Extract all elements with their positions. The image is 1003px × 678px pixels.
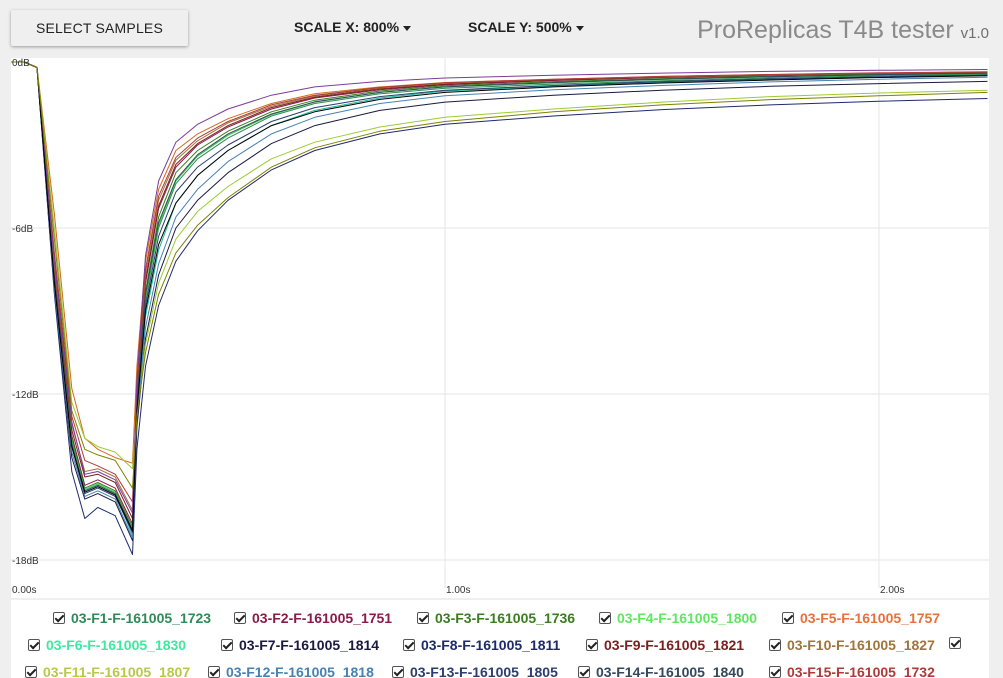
legend-item[interactable]: 03-F14-F-161005_1840 — [578, 664, 744, 678]
series-line-2 — [11, 61, 988, 525]
chart-series — [11, 61, 988, 555]
app-title: ProReplicas T4B tester v1.0 — [697, 16, 989, 45]
legend-label: 03-F1-F-161005_1723 — [71, 610, 212, 626]
legend-item[interactable]: 03-F10-F-161005_1827 — [769, 637, 935, 653]
legend-checkbox[interactable] — [769, 639, 781, 651]
legend-item[interactable]: 03-F8-F-161005_1811 — [403, 637, 560, 653]
series-line-5 — [11, 61, 988, 464]
legend-checkbox[interactable] — [586, 639, 598, 651]
series-line-15 — [11, 61, 988, 503]
legend-checkbox[interactable] — [403, 639, 415, 651]
series-line-8 — [11, 61, 988, 555]
legend-item[interactable]: 03-F4-F-161005_1800 — [599, 610, 757, 626]
series-line-3 — [11, 61, 988, 528]
y-tick-label: -18dB — [12, 556, 39, 567]
legend-checkbox[interactable] — [599, 612, 611, 624]
legend-checkbox[interactable] — [208, 666, 220, 678]
legend-checkbox[interactable] — [28, 639, 40, 651]
series-line-11 — [11, 61, 988, 470]
y-tick-label: -12dB — [12, 390, 39, 401]
scale-x-label: SCALE X: 800% — [294, 19, 400, 35]
y-tick-label: -6dB — [12, 224, 33, 235]
legend-checkbox[interactable] — [769, 666, 781, 678]
legend-checkbox[interactable] — [949, 637, 961, 649]
legend-item[interactable]: 03-F11-F-161005_1807 — [25, 664, 190, 678]
legend-checkbox[interactable] — [25, 666, 37, 678]
legend-label: 03-F9-F-161005_1821 — [604, 637, 745, 653]
sample-legend: 03-F1-F-161005_1723 03-F2-F-161005_1751 03… — [11, 600, 989, 678]
legend-label: 03-F12-F-161005_1818 — [226, 664, 374, 678]
series-line-18 — [11, 61, 988, 489]
chart-grid — [11, 58, 989, 588]
y-tick-label: 0dB — [12, 58, 30, 69]
select-samples-button[interactable]: SELECT SAMPLES — [11, 10, 188, 46]
legend-item[interactable]: 03-F15-F-161005_1732 — [769, 664, 935, 678]
legend-item[interactable]: 03-F2-F-161005_1751 — [234, 610, 392, 626]
app-title-text: ProReplicas T4B tester — [697, 16, 954, 44]
decay-chart[interactable]: 0dB -6dB -12dB -18dB 0.00s 1.00s 2.00s — [11, 58, 989, 598]
x-tick-label: 1.00s — [446, 585, 470, 596]
legend-item[interactable]: 03-F6-F-161005_1830 — [28, 637, 186, 653]
series-line-12 — [11, 61, 988, 539]
x-tick-label: 0.00s — [12, 585, 36, 596]
legend-label: 03-F6-F-161005_1830 — [46, 637, 187, 653]
legend-label: 03-F14-F-161005_1840 — [596, 664, 744, 678]
legend-checkbox[interactable] — [234, 612, 246, 624]
legend-checkbox[interactable] — [417, 612, 429, 624]
x-tick-label: 2.00s — [880, 585, 904, 596]
legend-checkbox[interactable] — [221, 639, 233, 651]
scale-x-dropdown[interactable]: SCALE X: 800% — [294, 19, 412, 35]
legend-label: 03-F13-F-161005_1805 — [410, 664, 558, 678]
legend-label: 03-F5-F-161005_1757 — [800, 610, 941, 626]
legend-item[interactable]: 03-F5-F-161005_1757 — [782, 610, 940, 626]
series-line-7 — [11, 61, 988, 542]
legend-label: 03-F8-F-161005_1811 — [421, 637, 561, 653]
legend-label: 03-F11-F-161005_1807 — [43, 664, 191, 678]
legend-item[interactable]: 03-F1-F-161005_1723 — [53, 610, 211, 626]
chart-axis-labels: 0dB -6dB -12dB -18dB 0.00s 1.00s 2.00s — [12, 58, 904, 596]
scale-y-label: SCALE Y: 500% — [468, 19, 572, 35]
legend-label: 03-F7-F-161005_1814 — [239, 637, 380, 653]
legend-checkbox[interactable] — [578, 666, 590, 678]
legend-label: 03-F3-F-161005_1736 — [435, 610, 576, 626]
app-version: v1.0 — [960, 25, 989, 42]
series-line-4 — [11, 61, 988, 531]
legend-checkbox[interactable] — [53, 612, 65, 624]
series-line-14 — [11, 61, 988, 531]
series-line-9 — [11, 61, 988, 519]
legend-label: 03-F15-F-161005_1732 — [787, 664, 935, 678]
caret-down-icon — [403, 25, 412, 31]
legend-item[interactable]: 03-F9-F-161005_1821 — [586, 637, 744, 653]
series-line-16 — [11, 61, 988, 514]
legend-item[interactable]: 03-F7-F-161005_1814 — [221, 637, 379, 653]
chart-area[interactable]: 0dB -6dB -12dB -18dB 0.00s 1.00s 2.00s — [11, 58, 989, 598]
legend-item[interactable]: 03-F12-F-161005_1818 — [208, 664, 374, 678]
legend-label: 03-F10-F-161005_1827 — [787, 637, 935, 653]
legend-checkbox[interactable] — [782, 612, 794, 624]
scale-y-dropdown[interactable]: SCALE Y: 500% — [468, 19, 584, 35]
legend-label: 03-F4-F-161005_1800 — [617, 610, 758, 626]
series-line-17 — [11, 61, 988, 532]
legend-item[interactable]: 03-F3-F-161005_1736 — [417, 610, 575, 626]
legend-item[interactable]: 03-F13-F-161005_1805 — [392, 664, 558, 678]
series-line-10 — [11, 61, 988, 511]
legend-checkbox[interactable] — [392, 666, 404, 678]
toolbar: SELECT SAMPLES SCALE X: 800% SCALE Y: 50… — [0, 0, 1003, 56]
legend-label: 03-F2-F-161005_1751 — [252, 610, 393, 626]
legend-item[interactable] — [949, 637, 967, 649]
caret-down-icon — [575, 25, 584, 31]
